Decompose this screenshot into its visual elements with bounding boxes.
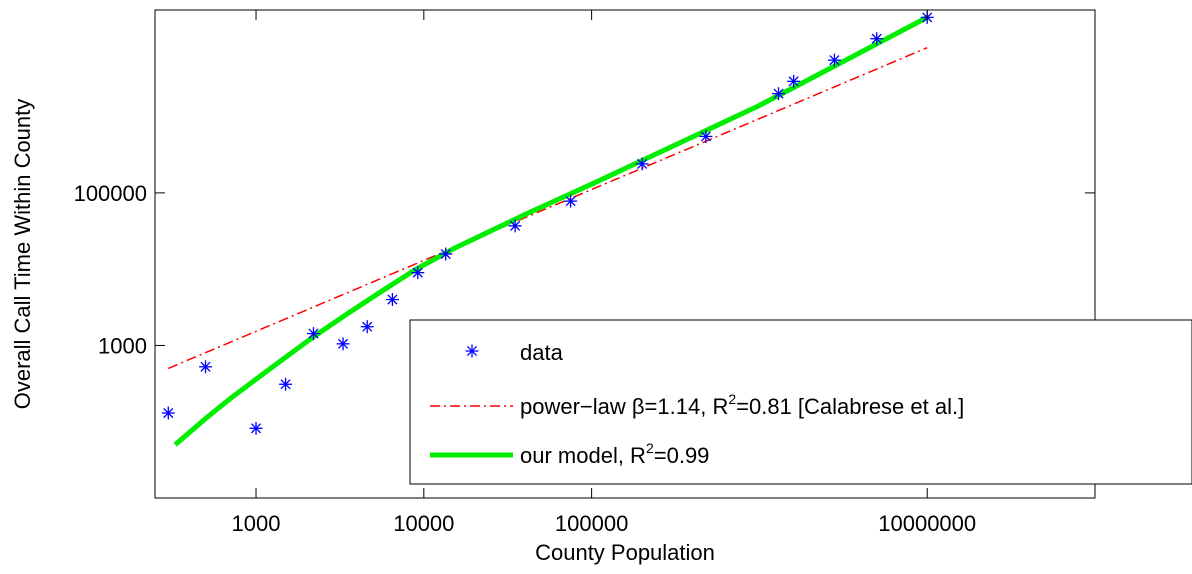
x-tick-label: 100000 <box>555 511 628 536</box>
data-point <box>279 377 293 391</box>
data-point <box>827 53 841 67</box>
data-point <box>772 87 786 101</box>
data-point <box>635 157 649 171</box>
data-point <box>199 360 213 374</box>
legend-data-label: data <box>520 340 564 365</box>
axes: 1000 10000 100000 10000000 1000 100000 <box>74 10 1095 536</box>
x-tick-label: 10000 <box>393 511 454 536</box>
y-axis-label: Overall Call Time Within County <box>10 99 35 410</box>
data-point <box>306 327 320 341</box>
data-point <box>508 219 522 233</box>
data-point <box>385 293 399 307</box>
data-point <box>439 247 453 261</box>
y-tick-label: 1000 <box>98 333 147 358</box>
model-fit-line <box>173 15 929 447</box>
data-point <box>564 194 578 208</box>
data-point <box>360 320 374 334</box>
data-point <box>787 74 801 88</box>
x-axis-label: County Population <box>535 540 715 565</box>
x-tick-label: 1000 <box>232 511 281 536</box>
data-point <box>870 32 884 46</box>
y-tick-label: 100000 <box>74 181 147 206</box>
data-point <box>411 266 425 280</box>
x-tick-label: 10000000 <box>878 511 976 536</box>
legend-box <box>409 319 1192 485</box>
powerlaw-fit-line <box>168 47 928 370</box>
plot-frame <box>154 9 1096 499</box>
data-point <box>336 337 350 351</box>
data-point <box>161 406 175 420</box>
legend-powerlaw-label: power−law β=1.14, R2=0.81 [Calabrese et … <box>520 391 964 419</box>
legend-data-marker <box>465 344 479 358</box>
data-point <box>699 129 713 143</box>
legend-model-label: our model, R2=0.99 <box>520 440 709 468</box>
legend: data power−law β=1.14, R2=0.81 [Calabres… <box>409 319 1192 485</box>
data-point <box>249 421 263 435</box>
legend-data-asterisk <box>465 344 479 358</box>
